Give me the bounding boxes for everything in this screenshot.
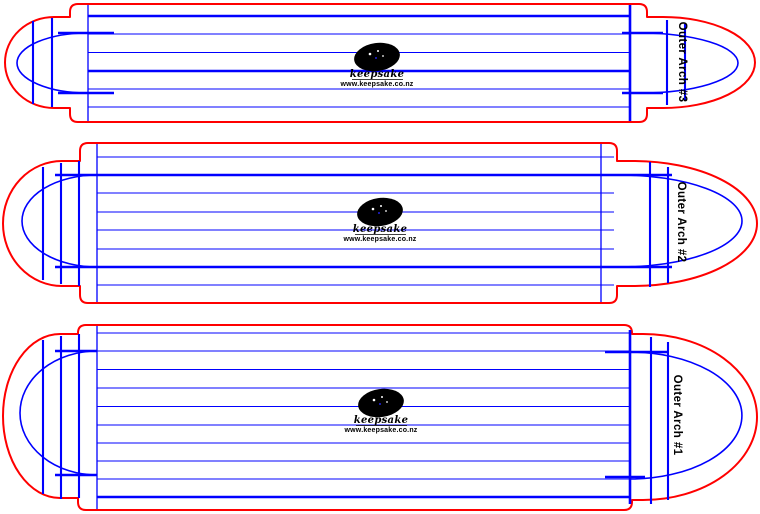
keepsake-logo-icon	[354, 42, 400, 72]
logo-text: keepsake	[354, 415, 408, 426]
logo-website: www.keepsake.co.nz	[343, 236, 417, 243]
logo-text: keepsake	[353, 224, 407, 235]
keepsake-logo: keepsake www.keepsake.co.nz	[343, 197, 417, 243]
keepsake-logo-icon	[357, 197, 403, 227]
outer-arch-1-outline	[2, 324, 758, 511]
template-label: Outer Arch #2	[675, 182, 687, 263]
keepsake-logo-icon	[358, 388, 404, 418]
inner-arch-left	[19, 350, 98, 476]
logo-website: www.keepsake.co.nz	[340, 81, 414, 88]
logo-text: keepsake	[350, 69, 404, 80]
inner-arch-right	[619, 174, 743, 268]
grid-lines	[41, 144, 672, 302]
template-label: Outer Arch #1	[671, 375, 683, 456]
inner-arch-right	[629, 351, 743, 480]
template-outer-arch-1: Outer Arch #1 keepsake www.keepsake.co.n…	[2, 324, 758, 511]
grid-lines	[41, 326, 670, 509]
template-outer-arch-2: Outer Arch #2 keepsake www.keepsake.co.n…	[2, 142, 758, 304]
inner-arch-left	[16, 32, 89, 94]
keepsake-logo: keepsake www.keepsake.co.nz	[340, 42, 414, 88]
grid-lines	[31, 5, 687, 121]
inner-arch-left	[21, 174, 98, 268]
template-label: Outer Arch #3	[676, 22, 688, 103]
logo-website: www.keepsake.co.nz	[344, 427, 418, 434]
template-outer-arch-3: Outer Arch #3 keepsake www.keepsake.co.n…	[4, 3, 756, 123]
keepsake-logo: keepsake www.keepsake.co.nz	[344, 388, 418, 434]
